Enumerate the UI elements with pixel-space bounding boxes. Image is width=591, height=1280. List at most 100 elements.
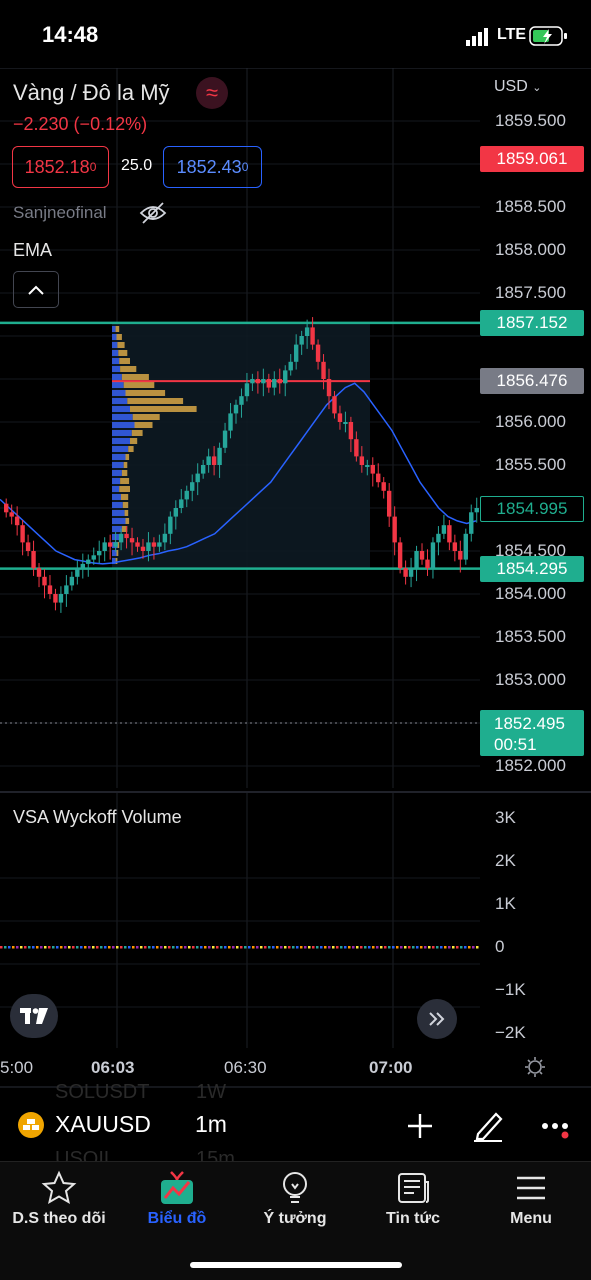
profile-bar: [112, 454, 126, 460]
candle-body: [359, 456, 365, 465]
sell-price: 1852.18: [24, 156, 90, 177]
volume-dot: [24, 946, 27, 949]
profile-bar: [112, 366, 121, 372]
price-axis-label: 1856.000: [495, 412, 566, 431]
candle-body: [151, 542, 157, 547]
plus-icon[interactable]: [406, 1112, 434, 1140]
volume-dot: [148, 946, 151, 949]
volume-dot: [356, 946, 359, 949]
volume-dot: [84, 946, 87, 949]
volume-axis-label: 3K: [495, 808, 516, 827]
volume-dot: [60, 946, 63, 949]
volume-dot: [208, 946, 211, 949]
volume-dot: [276, 946, 279, 949]
profile-bar: [125, 518, 130, 524]
volume-dot: [64, 946, 67, 949]
news-icon: [398, 1173, 429, 1203]
volume-dot: [200, 946, 203, 949]
profile-bar: [112, 446, 129, 452]
candle-body: [58, 594, 64, 603]
sell-button[interactable]: 1852.18 0: [12, 146, 109, 188]
candle-body: [255, 379, 261, 384]
candle-body: [403, 568, 408, 577]
price-axis-label: 1854.500: [495, 541, 566, 560]
volume-dot: [140, 946, 143, 949]
hidden-eye-icon[interactable]: [139, 201, 167, 225]
volume-dot: [48, 946, 51, 949]
more-options-icon[interactable]: [540, 1118, 572, 1140]
volume-dot: [440, 946, 443, 949]
profile-bar: [116, 334, 122, 340]
chart-area[interactable]: [0, 68, 591, 1090]
profile-bar: [112, 526, 122, 532]
volume-dot: [444, 946, 447, 949]
buy-price: 1852.43: [176, 156, 242, 177]
volume-dot: [72, 946, 75, 949]
volume-dot: [40, 946, 43, 949]
volume-dot: [164, 946, 167, 949]
volume-dot: [384, 946, 387, 949]
volume-dot: [120, 946, 123, 949]
candle-body: [326, 379, 332, 397]
currency-label: USD: [494, 78, 528, 95]
currency-selector[interactable]: USD ⌄: [494, 78, 541, 96]
profile-bar: [124, 510, 129, 516]
volume-axis-label: −2K: [495, 1023, 526, 1042]
volume-dot: [160, 946, 163, 949]
volume-dot: [272, 946, 275, 949]
volume-dot: [304, 946, 307, 949]
candle-body: [408, 568, 414, 577]
candle-body: [64, 585, 69, 594]
profile-bar: [116, 550, 119, 556]
price-axis-label: 1853.500: [495, 627, 566, 646]
drawing-pen-icon[interactable]: [472, 1108, 504, 1142]
volume-axis-label: 2K: [495, 851, 516, 870]
menu-icon: [517, 1176, 545, 1200]
candle-body: [140, 546, 146, 551]
candle-body: [474, 508, 479, 513]
candle-body: [211, 456, 217, 465]
volume-dot: [376, 946, 379, 949]
volume-dot: [324, 946, 327, 949]
settings-icon[interactable]: [524, 1056, 546, 1078]
candle-body: [14, 516, 20, 526]
price-badge-red: 1859.061: [480, 146, 584, 172]
buy-button[interactable]: 1852.43 0: [163, 146, 262, 188]
candle-body: [283, 370, 288, 384]
volume-dot: [152, 946, 155, 949]
volume-dots: [0, 946, 479, 949]
volume-dot: [112, 946, 115, 949]
volume-dot: [472, 946, 475, 949]
candle-body: [118, 533, 124, 543]
scroll-to-realtime-button[interactable]: [417, 999, 457, 1039]
collapse-legend-button[interactable]: [13, 271, 59, 308]
indicator-label-ema[interactable]: EMA: [13, 240, 53, 260]
volume-dot: [248, 946, 251, 949]
profile-bar: [112, 518, 126, 524]
candle-body: [168, 516, 173, 534]
volume-dot: [108, 946, 111, 949]
interval-selector[interactable]: 1m: [195, 1111, 227, 1137]
volume-dot: [128, 946, 131, 949]
time-label: 06:30: [224, 1058, 267, 1077]
vsa-indicator-title[interactable]: VSA Wyckoff Volume: [13, 807, 182, 827]
volume-dot: [420, 946, 423, 949]
symbol-title[interactable]: Vàng / Đô la Mỹ: [13, 80, 170, 105]
volume-dot: [316, 946, 319, 949]
price-axis-label: 1853.000: [495, 670, 566, 689]
profile-bar: [112, 550, 117, 556]
indicator-label-sanjneofinal[interactable]: Sanjneofinal: [13, 203, 107, 222]
volume-dot: [188, 946, 191, 949]
tradingview-logo-icon[interactable]: [10, 994, 58, 1038]
candle-body: [397, 542, 403, 569]
profile-bar: [120, 366, 137, 372]
chart-gift-icon: [161, 1171, 193, 1204]
candle-body: [47, 585, 53, 594]
profile-bar: [115, 558, 118, 564]
candle-body: [321, 361, 326, 379]
volume-dot: [144, 946, 147, 949]
candle-body: [310, 327, 315, 345]
volume-dot: [44, 946, 47, 949]
tab-label: Menu: [510, 1210, 552, 1227]
symbol-search-button[interactable]: XAUUSD: [55, 1111, 151, 1137]
